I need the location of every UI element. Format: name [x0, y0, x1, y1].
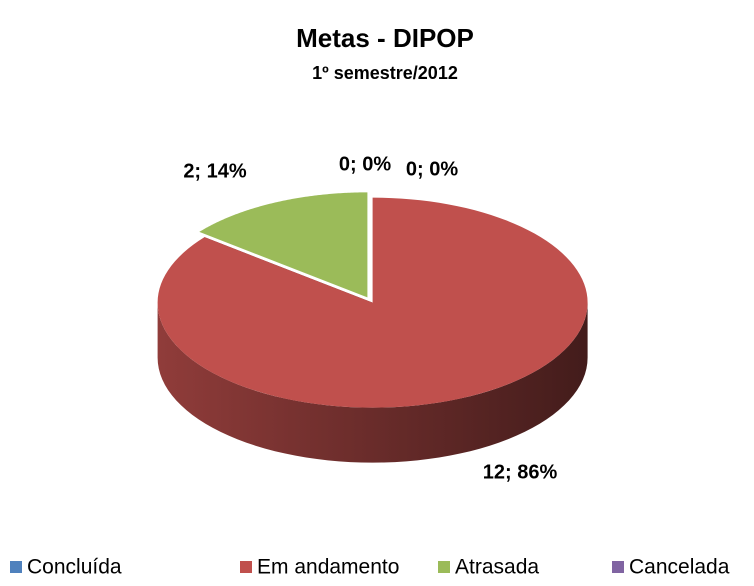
pie-slice: [199, 192, 368, 298]
legend-swatch: [240, 561, 252, 573]
legend-swatch: [438, 561, 450, 573]
data-label: 0; 0%: [339, 153, 391, 175]
legend-label: Em andamento: [257, 556, 399, 579]
chart-subtitle: 1º semestre/2012: [312, 63, 458, 83]
pie-tops: [157, 192, 588, 408]
chart-title: Metas - DIPOP: [296, 23, 474, 53]
pie-slice: [157, 197, 588, 408]
data-label: 2; 14%: [183, 160, 247, 182]
legend-label: Cancelada: [629, 556, 730, 579]
legend-label: Atrasada: [455, 556, 539, 579]
legend-swatch: [10, 561, 22, 573]
legend-label: Concluída: [27, 556, 122, 579]
data-label: 12; 86%: [483, 461, 558, 483]
pie-side: [157, 302, 588, 463]
legend-swatch: [612, 561, 624, 573]
data-label: 0; 0%: [406, 158, 458, 180]
